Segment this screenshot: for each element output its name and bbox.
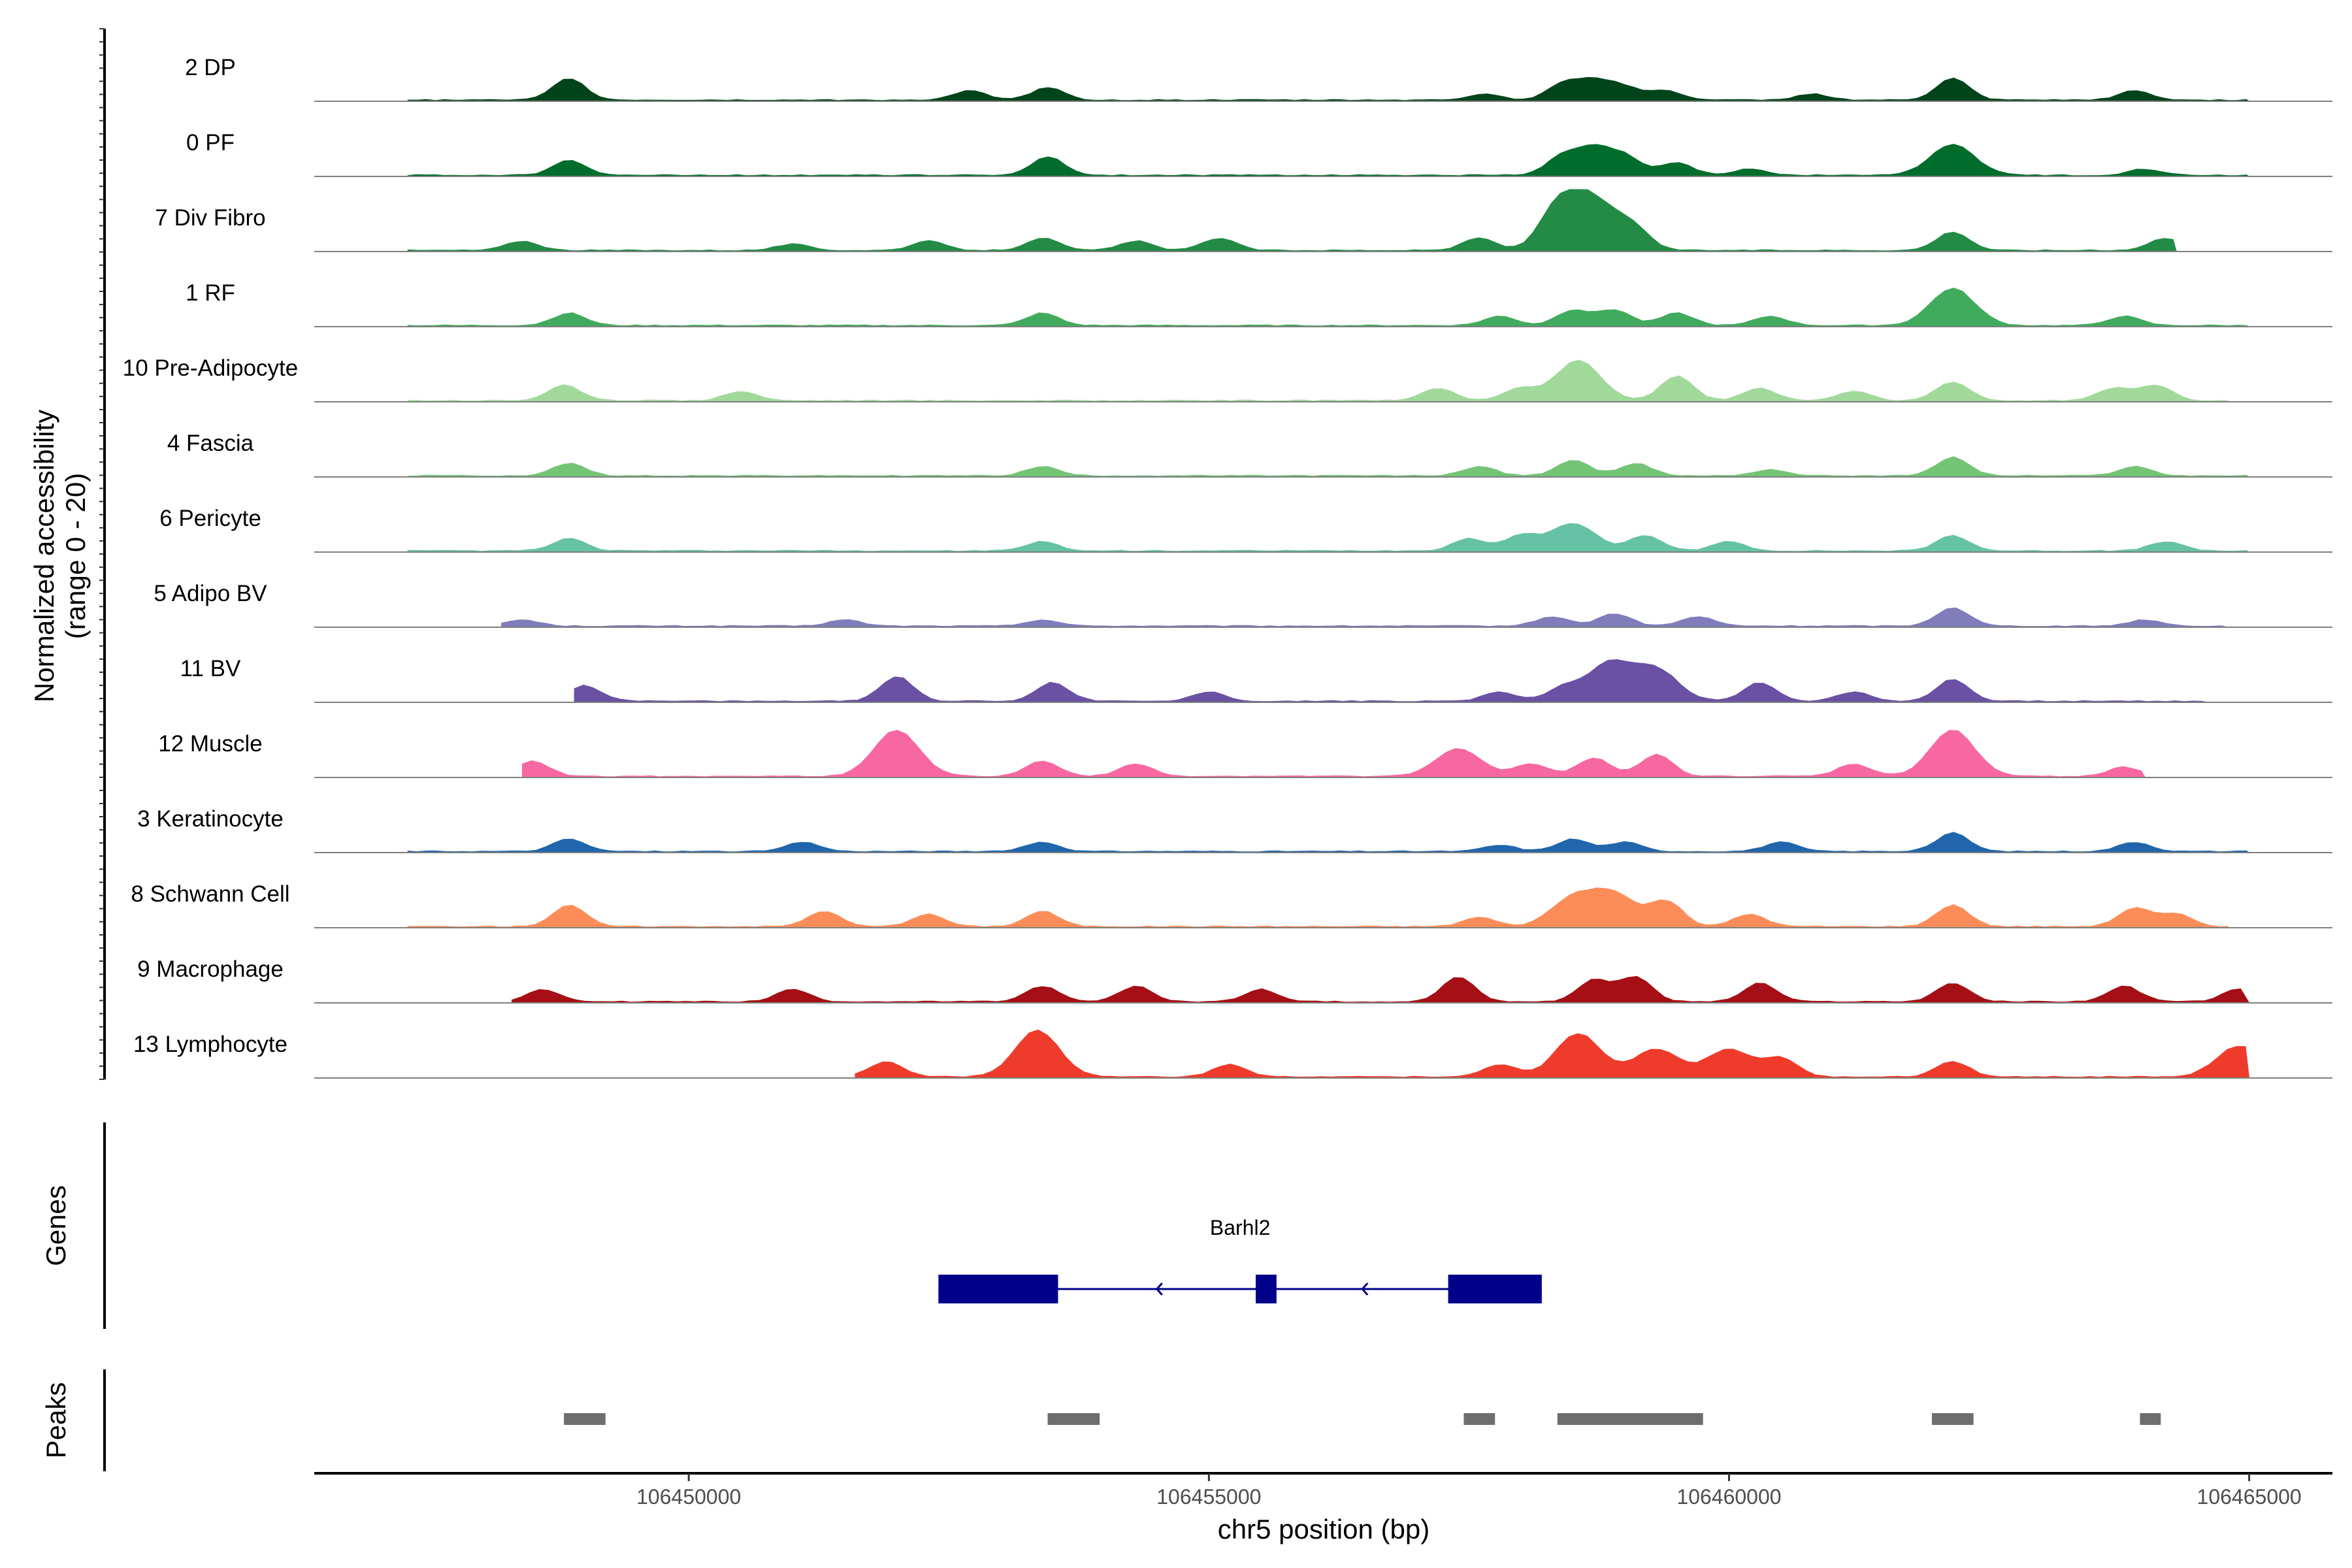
track-coverage-area bbox=[501, 607, 2229, 628]
gene-barhl2: Barhl2 bbox=[938, 1216, 1542, 1303]
genes-panel-title: Genes bbox=[41, 1185, 71, 1266]
x-tick-label: 106465000 bbox=[2197, 1485, 2302, 1509]
y-axis-title-line2: (range 0 - 20) bbox=[60, 473, 91, 639]
track-8-schwann-cell: 8 Schwann Cell bbox=[131, 881, 2332, 928]
coverage-tracks: 2 DP 0 PF 7 Div Fibro 1 RF 10 Pre-Adipocyte 4… bbox=[123, 55, 2332, 1079]
track-coverage-area bbox=[407, 189, 2177, 252]
track-label: 7 Div Fibro bbox=[155, 205, 265, 231]
x-tick-label: 106450000 bbox=[636, 1485, 741, 1509]
track-coverage-area bbox=[574, 659, 2208, 703]
x-tick-label: 106460000 bbox=[1676, 1485, 1781, 1509]
gene-exon bbox=[938, 1275, 1058, 1303]
track-0-pf: 0 PF bbox=[186, 130, 2332, 177]
x-axis-ticks: 106450000 106455000 106460000 106465000 bbox=[636, 1473, 2302, 1509]
gene-exon bbox=[1448, 1275, 1542, 1303]
track-12-muscle: 12 Muscle bbox=[158, 730, 2332, 778]
peak-region-bar bbox=[1463, 1413, 1495, 1425]
track-6-pericyte: 6 Pericyte bbox=[159, 506, 2332, 553]
track-5-adipo-bv: 5 Adipo BV bbox=[154, 581, 2332, 628]
peak-region-bar bbox=[1047, 1413, 1100, 1425]
track-label: 2 DP bbox=[185, 55, 236, 80]
accessibility-y-axis bbox=[99, 28, 106, 1080]
track-coverage-area bbox=[407, 887, 2229, 928]
x-tick-label: 106455000 bbox=[1156, 1485, 1261, 1509]
gene-exon bbox=[1256, 1275, 1277, 1303]
track-13-lymphocyte: 13 Lymphocyte bbox=[133, 1029, 2332, 1079]
track-9-macrophage: 9 Macrophage bbox=[137, 956, 2332, 1004]
peaks-panel-title: Peaks bbox=[41, 1382, 71, 1459]
track-label: 10 Pre-Adipocyte bbox=[123, 355, 298, 381]
track-coverage-area bbox=[522, 730, 2146, 778]
track-label: 1 RF bbox=[186, 280, 235, 306]
y-axis-title-line1: Normalized accessibility bbox=[29, 410, 59, 702]
track-coverage-area bbox=[407, 456, 2251, 478]
peak-region-bar bbox=[1557, 1413, 1703, 1425]
track-coverage-area bbox=[855, 1029, 2250, 1079]
peak-region-bar bbox=[2140, 1413, 2161, 1425]
gene-name-label: Barhl2 bbox=[1210, 1216, 1271, 1239]
track-coverage-area bbox=[407, 76, 2251, 102]
strand-arrow bbox=[1155, 1282, 1163, 1296]
track-coverage-area bbox=[512, 975, 2250, 1004]
peak-region-bar bbox=[1931, 1413, 1974, 1425]
track-10-pre-adipocyte: 10 Pre-Adipocyte bbox=[123, 355, 2332, 402]
track-coverage-area bbox=[407, 144, 2251, 177]
track-7-div-fibro: 7 Div Fibro bbox=[155, 189, 2332, 252]
track-3-keratinocyte: 3 Keratinocyte bbox=[137, 806, 2332, 853]
track-label: 0 PF bbox=[186, 130, 235, 155]
peak-region-track bbox=[564, 1413, 2161, 1425]
track-label: 12 Muscle bbox=[158, 731, 263, 757]
track-label: 4 Fascia bbox=[167, 431, 254, 456]
track-4-fascia: 4 Fascia bbox=[167, 431, 2332, 478]
track-2-dp: 2 DP bbox=[185, 55, 2332, 102]
track-label: 3 Keratinocyte bbox=[137, 806, 284, 832]
track-label: 6 Pericyte bbox=[159, 506, 261, 531]
track-label: 13 Lymphocyte bbox=[133, 1032, 287, 1057]
track-11-bv: 11 BV bbox=[180, 656, 2332, 703]
track-coverage-area bbox=[407, 523, 2251, 553]
track-label: 9 Macrophage bbox=[137, 956, 284, 982]
track-1-rf: 1 RF bbox=[186, 280, 2332, 327]
track-coverage-area bbox=[407, 359, 2229, 402]
strand-arrow bbox=[1361, 1282, 1369, 1296]
track-coverage-area bbox=[407, 287, 2249, 327]
gene-annotation-track: Barhl2 bbox=[938, 1216, 1542, 1303]
track-coverage-area bbox=[407, 832, 2251, 853]
track-label: 11 BV bbox=[180, 656, 241, 681]
x-axis-title: chr5 position (bp) bbox=[1218, 1514, 1430, 1544]
track-label: 5 Adipo BV bbox=[154, 581, 267, 606]
track-label: 8 Schwann Cell bbox=[131, 881, 289, 907]
peak-region-bar bbox=[564, 1413, 606, 1425]
